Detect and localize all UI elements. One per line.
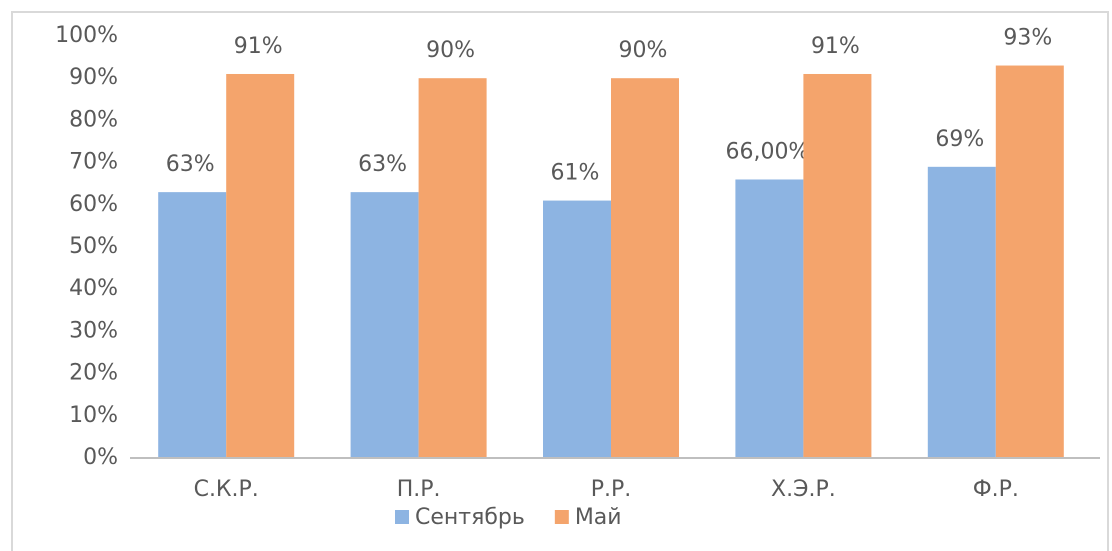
bar — [735, 179, 804, 459]
y-tick-label: 30% — [69, 318, 118, 343]
value-label: 90% — [426, 38, 475, 63]
bar — [611, 78, 679, 458]
value-label: 63% — [358, 152, 407, 177]
x-tick-label: П.Р. — [397, 477, 441, 502]
y-tick-label: 50% — [69, 234, 118, 259]
legend-label: Май — [575, 505, 622, 530]
y-tick-label: 40% — [69, 276, 118, 301]
x-tick-label: Р.Р. — [591, 477, 632, 502]
y-tick-label: 10% — [69, 403, 118, 428]
value-label: 91% — [234, 34, 283, 59]
y-tick-label: 90% — [69, 65, 118, 90]
value-label: 66,00% — [725, 139, 809, 164]
y-tick-label: 70% — [69, 150, 118, 175]
bar — [418, 78, 487, 458]
bar — [226, 73, 295, 458]
legend-swatch — [395, 510, 409, 524]
value-label: 63% — [166, 152, 215, 177]
x-tick-label: Х.Э.Р. — [771, 477, 836, 502]
value-label: 61% — [551, 161, 600, 186]
y-tick-label: 0% — [83, 445, 118, 470]
y-tick-label: 60% — [69, 192, 118, 217]
value-label: 91% — [811, 34, 860, 59]
value-label: 69% — [935, 127, 984, 152]
y-tick-label: 100% — [55, 23, 118, 48]
legend-label: Сентябрь — [415, 505, 525, 530]
legend-swatch — [554, 510, 569, 524]
y-tick-label: 80% — [69, 107, 118, 132]
bar — [927, 166, 996, 458]
value-label: 90% — [619, 38, 668, 63]
y-tick-label: 20% — [69, 361, 118, 386]
x-tick-label: Ф.Р. — [973, 477, 1019, 502]
bar — [350, 192, 419, 458]
bar — [995, 65, 1064, 458]
value-label: 93% — [1003, 26, 1052, 51]
bar — [803, 73, 872, 458]
x-tick-label: С.К.Р. — [194, 477, 259, 502]
bar — [158, 192, 227, 458]
bar — [543, 200, 611, 458]
